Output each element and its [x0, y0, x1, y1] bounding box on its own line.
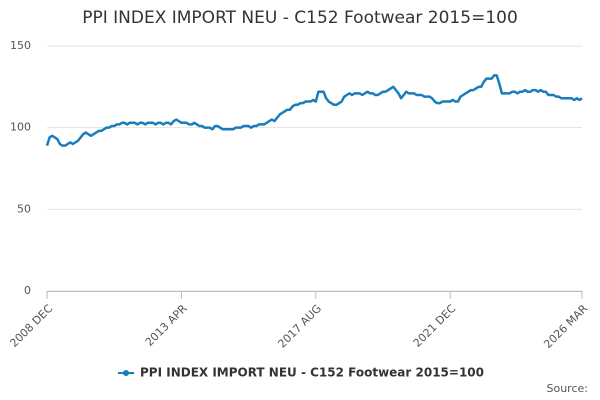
- legend-label: PPI INDEX IMPORT NEU - C152 Footwear 201…: [140, 366, 484, 380]
- y-tick-label: 150: [10, 39, 31, 52]
- data-line: [45, 74, 583, 147]
- chart-title: PPI INDEX IMPORT NEU - C152 Footwear 201…: [82, 8, 518, 28]
- legend-symbol: [123, 370, 129, 376]
- x-tick-label: 2017 AUG: [276, 302, 325, 351]
- x-tick-label: 2013 APR: [143, 302, 190, 349]
- source: Source:: [547, 382, 589, 395]
- y-tick-label: 100: [10, 121, 31, 134]
- y-tick-label: 50: [17, 202, 31, 215]
- x-tick-label: 2026 MAR: [541, 302, 590, 351]
- x-tick-label: 2021 DEC: [411, 302, 459, 350]
- x-tick-label: 2008 DEC: [7, 302, 55, 350]
- y-tick-label: 0: [24, 284, 31, 297]
